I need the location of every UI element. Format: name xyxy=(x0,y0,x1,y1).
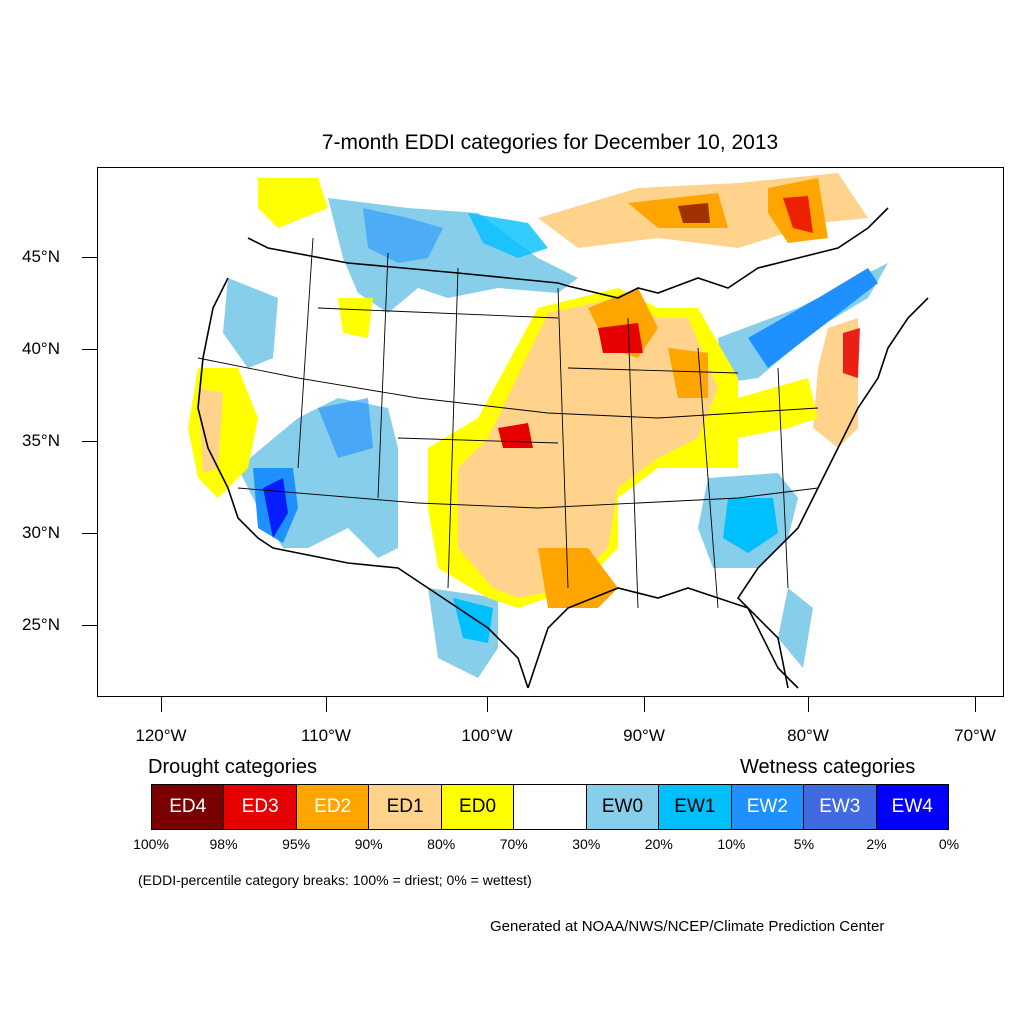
legend-break-label: 80% xyxy=(427,836,456,852)
legend-box-ed0: ED0 xyxy=(441,785,515,829)
lon-tick xyxy=(644,697,645,712)
legend-break-label: 10% xyxy=(717,836,746,852)
legend-break-label: 5% xyxy=(793,836,815,852)
legend-break-label: 95% xyxy=(282,836,311,852)
lon-tick xyxy=(326,697,327,712)
credit-text: Generated at NOAA/NWS/NCEP/Climate Predi… xyxy=(490,918,885,935)
lat-label-45: 45°N xyxy=(22,247,60,266)
lat-tick xyxy=(82,257,97,258)
legend-box-neutral xyxy=(514,785,587,829)
legend-break-label: 100% xyxy=(133,836,169,852)
eddi-map xyxy=(188,173,929,689)
lon-label-90: 90°W xyxy=(623,726,665,745)
boundaries xyxy=(197,207,929,689)
wetness-heading: Wetness categories xyxy=(740,756,916,778)
lat-tick xyxy=(82,625,97,626)
legend-box-ed2: ED2 xyxy=(296,785,370,829)
dry-regions xyxy=(188,173,868,608)
legend-box-ew2: EW2 xyxy=(731,785,805,829)
category-note: (EDDI-percentile category breaks: 100% =… xyxy=(138,872,532,888)
legend-box-ed1: ED1 xyxy=(369,785,442,829)
lon-label-100: 100°W xyxy=(461,726,513,745)
legend-box-ew0: EW0 xyxy=(586,785,660,829)
lon-label-110: 110°W xyxy=(301,726,351,745)
lon-label-70: 70°W xyxy=(954,726,996,745)
category-legend: ED4 ED3 ED2 ED1 ED0 EW0 EW1 EW2 EW3 EW4 xyxy=(151,784,949,830)
legend-break-label: 2% xyxy=(866,836,887,852)
legend-box-ew4: EW4 xyxy=(876,785,948,829)
legend-box-ew1: EW1 xyxy=(659,785,732,829)
lat-tick xyxy=(82,441,97,442)
legend-break-label: 70% xyxy=(499,836,528,852)
legend-break-label: 20% xyxy=(644,836,673,852)
wet-regions xyxy=(223,198,888,678)
lat-tick xyxy=(82,533,97,534)
lon-label-80: 80°W xyxy=(787,726,829,745)
lat-tick xyxy=(82,349,97,350)
lon-tick xyxy=(161,697,162,712)
legend-break-label: 90% xyxy=(354,836,383,852)
legend-break-label: 0% xyxy=(938,836,960,852)
lon-tick xyxy=(808,697,809,712)
legend-break-label: 98% xyxy=(209,836,238,852)
lat-label-30: 30°N xyxy=(22,523,60,542)
lon-tick xyxy=(487,697,488,712)
lon-tick xyxy=(975,697,976,712)
state-lines xyxy=(197,237,819,609)
lon-label-120: 120°W xyxy=(135,726,187,745)
legend-box-ed3: ED3 xyxy=(224,785,297,829)
drought-heading: Drought categories xyxy=(148,756,317,778)
legend-box-ed4: ED4 xyxy=(152,785,225,829)
legend-box-ew3: EW3 xyxy=(804,785,877,829)
lat-label-25: 25°N xyxy=(22,615,60,634)
legend-break-label: 30% xyxy=(572,836,601,852)
map-frame xyxy=(97,167,1004,697)
lat-label-35: 35°N xyxy=(22,431,60,450)
lat-label-40: 40°N xyxy=(22,339,60,358)
map-title: 7-month EDDI categories for December 10,… xyxy=(321,131,779,154)
